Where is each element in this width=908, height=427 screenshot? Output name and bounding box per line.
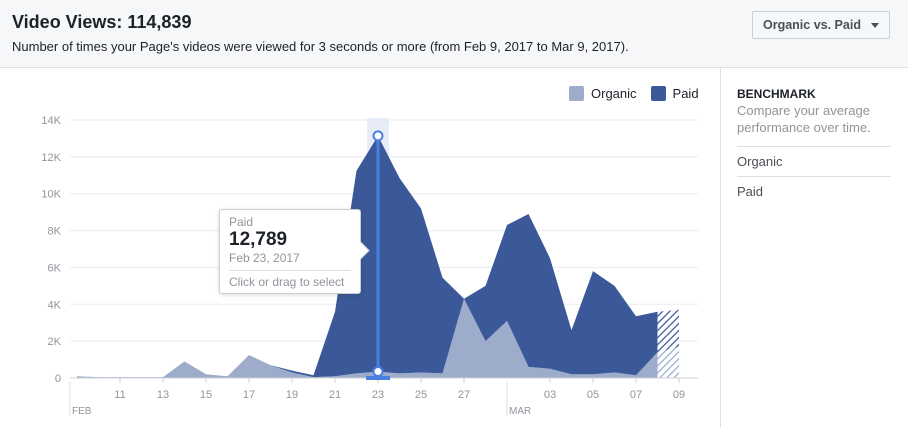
- x-tick-label: 07: [630, 389, 642, 401]
- chart-legend: Organic Paid: [569, 86, 713, 101]
- legend-organic[interactable]: Organic: [569, 86, 637, 101]
- x-tick-label: 17: [243, 389, 255, 401]
- x-tick-label: 15: [200, 389, 212, 401]
- page-title: Video Views: 114,839: [12, 12, 192, 32]
- benchmark-item-organic[interactable]: Organic: [737, 146, 891, 176]
- legend-paid[interactable]: Paid: [650, 86, 699, 101]
- x-tick-label: 27: [458, 389, 470, 401]
- month-label: FEB: [72, 406, 92, 417]
- caret-down-icon: [871, 22, 879, 28]
- y-tick-label: 12K: [41, 152, 61, 164]
- x-tick-label: 23: [372, 389, 384, 401]
- benchmark-sidebar: BENCHMARK Compare your average performan…: [720, 68, 908, 427]
- y-tick-label: 2K: [48, 336, 62, 348]
- page-subtitle: Number of times your Page's videos were …: [12, 39, 629, 54]
- organic-area: [77, 298, 658, 378]
- benchmark-heading: BENCHMARK: [737, 87, 816, 101]
- paid-area: [77, 135, 658, 378]
- chart-tooltip: Paid 12,789 Feb 23, 2017 Click or drag t…: [219, 209, 361, 294]
- x-tick-label: 19: [286, 389, 298, 401]
- legend-paid-swatch: [650, 86, 666, 101]
- x-tick-label: 03: [544, 389, 556, 401]
- x-tick-label: 09: [673, 389, 685, 401]
- dropdown-label: Organic vs. Paid: [763, 18, 861, 32]
- y-tick-label: 14K: [41, 115, 61, 127]
- organic-vs-paid-dropdown[interactable]: Organic vs. Paid: [752, 11, 890, 39]
- benchmark-item-paid[interactable]: Paid: [737, 176, 891, 206]
- hover-point-paid: [372, 130, 384, 142]
- legend-organic-label: Organic: [591, 86, 637, 101]
- x-tick-label: 25: [415, 389, 427, 401]
- legend-paid-label: Paid: [672, 86, 699, 101]
- y-tick-label: 8K: [48, 226, 62, 238]
- x-tick-label: 13: [157, 389, 169, 401]
- y-tick-label: 6K: [48, 262, 62, 274]
- month-label: MAR: [509, 406, 531, 417]
- tooltip-value: 12,789: [229, 229, 288, 250]
- header: Video Views: 114,839 Number of times you…: [0, 0, 908, 68]
- organic-area-partial: [657, 346, 679, 378]
- paid-area-partial: [657, 309, 679, 353]
- hover-point-organic: [372, 366, 384, 378]
- x-tick-label: 21: [329, 389, 341, 401]
- y-tick-label: 10K: [41, 189, 61, 201]
- benchmark-description: Compare your average performance over ti…: [737, 103, 871, 135]
- legend-organic-swatch: [569, 86, 584, 101]
- tooltip-date: Feb 23, 2017: [229, 251, 351, 271]
- x-tick-label: 05: [587, 389, 599, 401]
- video-views-chart[interactable]: 0 2K 4K 6K 8K 10K 12K 14K 11 13 15 17 19 21 23 25 27 03 05…: [0, 68, 720, 427]
- tooltip-hint: Click or drag to select: [229, 275, 345, 289]
- hover-axis-marker: [366, 376, 390, 380]
- y-tick-label: 4K: [48, 299, 62, 311]
- x-tick-label: 11: [114, 389, 125, 401]
- y-tick-label: 0: [55, 373, 61, 385]
- tooltip-series: Paid: [229, 215, 254, 229]
